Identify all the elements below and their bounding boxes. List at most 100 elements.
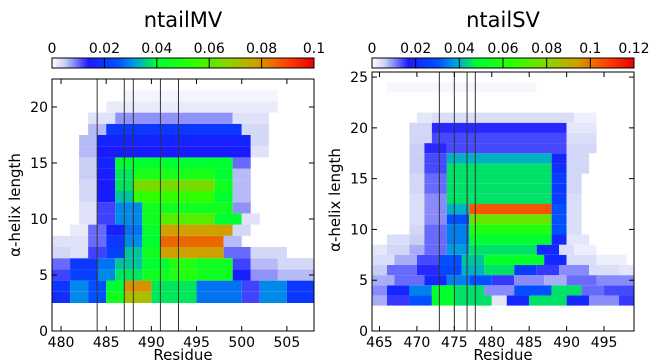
heatmap-cell — [484, 285, 515, 296]
heatmap-cell — [431, 112, 575, 123]
x-tick-label: 475 — [441, 335, 468, 351]
heatmap-cell — [232, 191, 251, 203]
x-tick-label: 500 — [228, 335, 255, 351]
heatmap-cell — [151, 291, 197, 303]
heatmap-cell — [97, 191, 116, 203]
heatmap-cell — [409, 163, 425, 174]
heatmap-cell — [79, 157, 98, 169]
heatmap-cell — [551, 163, 567, 174]
heatmap-cell — [439, 254, 462, 265]
heatmap-cell — [169, 269, 197, 281]
heatmap-cell — [424, 234, 447, 245]
heatmap-cell — [79, 213, 98, 225]
heatmap-cell — [169, 258, 197, 270]
reference-lines — [96, 79, 179, 331]
heatmap-cell — [286, 280, 314, 292]
y-axis-label: α-helix length — [326, 148, 344, 252]
heatmap-cell — [566, 183, 582, 194]
heatmap-cell — [232, 224, 251, 236]
heatmap-cell — [566, 173, 582, 184]
y-tick-label: 25 — [350, 70, 368, 86]
colorbar-tick-label: 0.12 — [618, 41, 649, 57]
heatmap-cell — [232, 157, 251, 169]
x-tick-label: 505 — [274, 335, 301, 351]
x-tick-label: 495 — [183, 335, 210, 351]
x-tick-label: 480 — [48, 335, 75, 351]
heatmap-cell — [241, 213, 260, 225]
heatmap-cell — [97, 146, 251, 158]
heatmap-cell — [394, 254, 417, 265]
heatmap-cell — [469, 275, 492, 286]
heatmap-cell — [386, 82, 537, 93]
heatmap-cell — [446, 214, 470, 225]
heatmap-cell — [566, 143, 597, 154]
heatmap-cell — [124, 280, 152, 292]
heatmap-cell — [431, 122, 567, 133]
heatmap-cell — [424, 275, 447, 286]
colorbar-tick-label: 0.06 — [194, 41, 225, 57]
heatmap-cell — [559, 264, 590, 276]
heatmap-cell — [566, 122, 597, 133]
heatmap-cell — [115, 202, 143, 214]
x-tick-label: 485 — [516, 335, 543, 351]
heatmap-cell — [409, 295, 432, 306]
heatmap-cell — [142, 213, 161, 225]
heatmap-cell — [424, 163, 447, 174]
heatmap-cell — [232, 202, 251, 214]
heatmap-cell — [461, 264, 485, 276]
heatmap-cell — [416, 112, 432, 123]
heatmap-cell — [416, 264, 440, 276]
heatmap-cell — [97, 213, 116, 225]
heatmap-cell — [259, 280, 287, 292]
chart-title: ntailMV — [144, 8, 223, 32]
heatmap-cell — [409, 173, 425, 184]
heatmap-cell — [88, 112, 116, 124]
heatmap-cell — [52, 291, 71, 303]
heatmap-cell — [133, 179, 215, 191]
heatmap-cell — [574, 244, 597, 255]
heatmap-cell — [232, 258, 251, 270]
heatmap-cell — [566, 275, 597, 286]
y-tick-label: 10 — [30, 212, 48, 228]
colorbar-tick-label: 0.1 — [303, 41, 325, 57]
heatmap-cell — [142, 247, 161, 259]
x-tick-label: 490 — [553, 335, 580, 351]
heatmap-cell — [277, 258, 314, 270]
colorbar-tick-label: 0 — [48, 41, 57, 57]
heatmap-cell — [142, 202, 233, 214]
x-tick-label: 465 — [366, 335, 393, 351]
heatmap-cell — [514, 285, 552, 296]
x-tick-label: 495 — [591, 335, 618, 351]
heatmap-cell — [70, 235, 89, 247]
y-tick-label: 15 — [30, 156, 48, 172]
heatmap-cell — [160, 247, 224, 259]
heatmap-cell — [491, 275, 515, 286]
heatmap-cell — [551, 173, 567, 184]
colorbar: 0 0.02 0.04 0.06 0.08 0.1 — [48, 41, 325, 69]
chart-ntailmv: ntailMV 0 0.02 0.04 0.06 0.08 0.1 480 485 490 49… — [6, 8, 325, 364]
colorbar-ticks: 0 0.02 0.04 0.06 0.08 0.1 — [48, 41, 325, 68]
y-tick-label: 0 — [39, 324, 48, 340]
heatmap-cell — [566, 234, 590, 245]
x-axis-label: Residue — [473, 346, 532, 364]
heatmap-cell — [424, 244, 447, 255]
heatmap-cell — [79, 179, 98, 191]
heatmap-cell — [566, 153, 590, 164]
heatmap-cell — [106, 280, 125, 292]
heatmap-cell — [469, 234, 552, 245]
heatmap-cell — [506, 295, 530, 306]
x-axis-label: Residue — [153, 346, 212, 364]
y-tick-label: 5 — [39, 268, 48, 284]
heatmap-cell — [619, 295, 634, 306]
heatmap-cell — [70, 269, 98, 281]
y-tick-label: 15 — [350, 172, 368, 188]
heatmap-cell — [277, 269, 314, 281]
heatmap-cell — [409, 204, 425, 215]
heatmap-cell — [566, 254, 597, 265]
heatmap-cell — [115, 112, 233, 124]
heatmap-cell — [566, 295, 590, 306]
colorbar-tick-label: 0.08 — [246, 41, 277, 57]
heatmap-cell — [97, 135, 251, 147]
heatmap-cell — [106, 235, 125, 247]
